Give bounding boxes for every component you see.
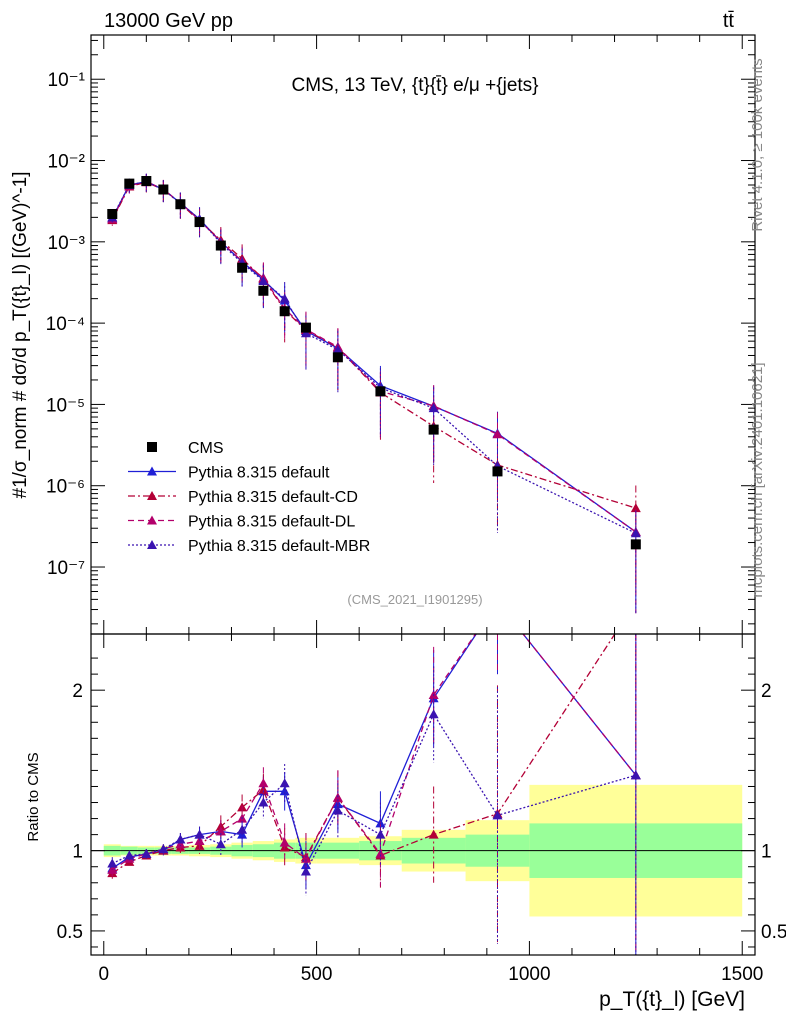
legend-marker-data: [147, 442, 157, 452]
data-point: [124, 178, 135, 189]
data-point: [141, 176, 152, 187]
legend-label: Pythia 8.315 default-MBR: [188, 538, 370, 555]
ratio-line-cd: [111, 634, 616, 874]
data-point: [158, 184, 169, 195]
ratio-point-dl: [215, 826, 226, 836]
legend-label: CMS: [188, 440, 224, 457]
y-tick-label: 10⁻⁴: [46, 314, 85, 335]
ratio-point-mbr: [375, 829, 386, 839]
ratio-line-default: [111, 634, 637, 869]
series-point-cd: [630, 503, 641, 513]
data-point: [237, 262, 248, 273]
ratio-line-dl: [111, 634, 637, 871]
ratio-y-tick-label: 0.5: [57, 922, 83, 943]
y-tick-label: 10⁻⁶: [46, 477, 85, 498]
ratio-point-mbr: [332, 805, 343, 815]
x-axis-label: p_T({t}_l) [GeV]: [599, 988, 745, 1011]
series-line-dl: [111, 180, 637, 533]
series-point-mbr: [279, 293, 290, 303]
legend-label: Pythia 8.315 default-DL: [188, 514, 355, 531]
ratio-point-mbr: [158, 844, 169, 854]
ratio-point-mbr: [107, 858, 118, 868]
ratio-y-tick-label-right: 1: [761, 842, 772, 863]
data-point: [375, 386, 386, 397]
ratio-point-dl: [375, 848, 386, 858]
data-point: [630, 539, 641, 550]
y-tick-label: 10⁻⁵: [46, 395, 85, 416]
header-left: 13000 GeV pp: [104, 10, 233, 32]
ratio-y-tick-label: 2: [72, 681, 83, 702]
header-right: tt̄: [723, 10, 735, 32]
ratio-point-mbr: [258, 797, 269, 807]
series-point-mbr: [630, 528, 641, 538]
series-point-mbr: [258, 275, 269, 285]
chart-title: CMS, 13 TeV, {t}{t̄} e/μ +{jets}: [291, 75, 538, 96]
legend-marker: [147, 540, 157, 549]
ratio-line-mbr: [112, 712, 637, 874]
data-point: [215, 240, 226, 251]
ratio-point-dl: [258, 778, 269, 788]
top-y-axis-label: #1/σ_norm # dσ/d p_T({t}_l) [(GeV)^-1]: [10, 171, 31, 498]
legend-entry-dl: Pythia 8.315 default-DL: [128, 514, 355, 531]
data-point: [107, 208, 118, 219]
ratio-point-mbr: [630, 770, 641, 780]
data-point: [492, 466, 503, 477]
ratio-point-mbr: [237, 824, 248, 834]
ratio-point-mbr: [124, 850, 135, 860]
legend-marker: [147, 466, 157, 476]
series-line-cd: [111, 181, 637, 509]
x-tick-label: 0: [98, 964, 109, 985]
y-tick-label: 10⁻¹: [48, 70, 86, 91]
data-point: [428, 424, 439, 435]
legend-label: Pythia 8.315 default-CD: [188, 489, 358, 506]
data-point: [194, 217, 205, 228]
ratio-ylabel: Ratio to CMS: [25, 752, 42, 841]
x-tick-label: 500: [301, 964, 333, 985]
y-tick-label: 10⁻³: [48, 233, 86, 254]
ratio-y-tick-label-right: 2: [761, 681, 772, 702]
ratio-point-cd: [428, 829, 439, 839]
legend-label: Pythia 8.315 default: [188, 465, 330, 482]
y-tick-label: 10⁻²: [48, 152, 86, 173]
ratio-point-mbr: [492, 810, 503, 820]
data-point: [258, 285, 269, 296]
ratio-point-mbr: [141, 848, 152, 858]
ratio-point-mbr: [300, 866, 311, 876]
series-point-dl: [492, 429, 503, 439]
ratio-y-tick-label-right: 0.5: [761, 922, 786, 943]
analysis-watermark: (CMS_2021_I1901295): [347, 592, 482, 607]
series-point-mbr: [300, 328, 311, 338]
data-point: [279, 306, 290, 317]
data-point: [332, 352, 343, 363]
ratio-point-mbr: [428, 709, 439, 719]
data-point: [300, 322, 311, 333]
x-tick-label: 1000: [508, 964, 550, 985]
ratio-point-default: [279, 786, 290, 796]
series-point-mbr: [428, 403, 439, 413]
ratio-y-tick-label: 1: [72, 842, 83, 863]
ratio-point-mbr: [279, 778, 290, 788]
legend-entry-data: CMS: [147, 440, 224, 457]
rivet-label: Rivet 4.1.0, ≥ 100k events: [749, 58, 766, 231]
legend-entry-default: Pythia 8.315 default: [128, 465, 330, 482]
ratio-point-mbr: [215, 839, 226, 849]
ratio-point-dl: [175, 839, 186, 849]
mcplots-label: mcplots.cern.ch [arXiv:2401.10621]: [749, 362, 766, 597]
legend-marker: [147, 515, 157, 525]
ratio-point-mbr: [175, 834, 186, 844]
data-point: [175, 199, 186, 210]
ratio-panel-frame: [90, 633, 756, 956]
y-tick-label: 10⁻⁷: [47, 558, 85, 579]
legend-entry-cd: Pythia 8.315 default-CD: [128, 489, 358, 506]
x-tick-label: 1500: [721, 964, 763, 985]
legend-entry-mbr: Pythia 8.315 default-MBR: [128, 538, 370, 555]
legend-marker: [147, 491, 157, 500]
series-point-mbr: [332, 344, 343, 354]
ratio-point-mbr: [194, 829, 205, 839]
ratio-point-dl: [279, 837, 290, 847]
